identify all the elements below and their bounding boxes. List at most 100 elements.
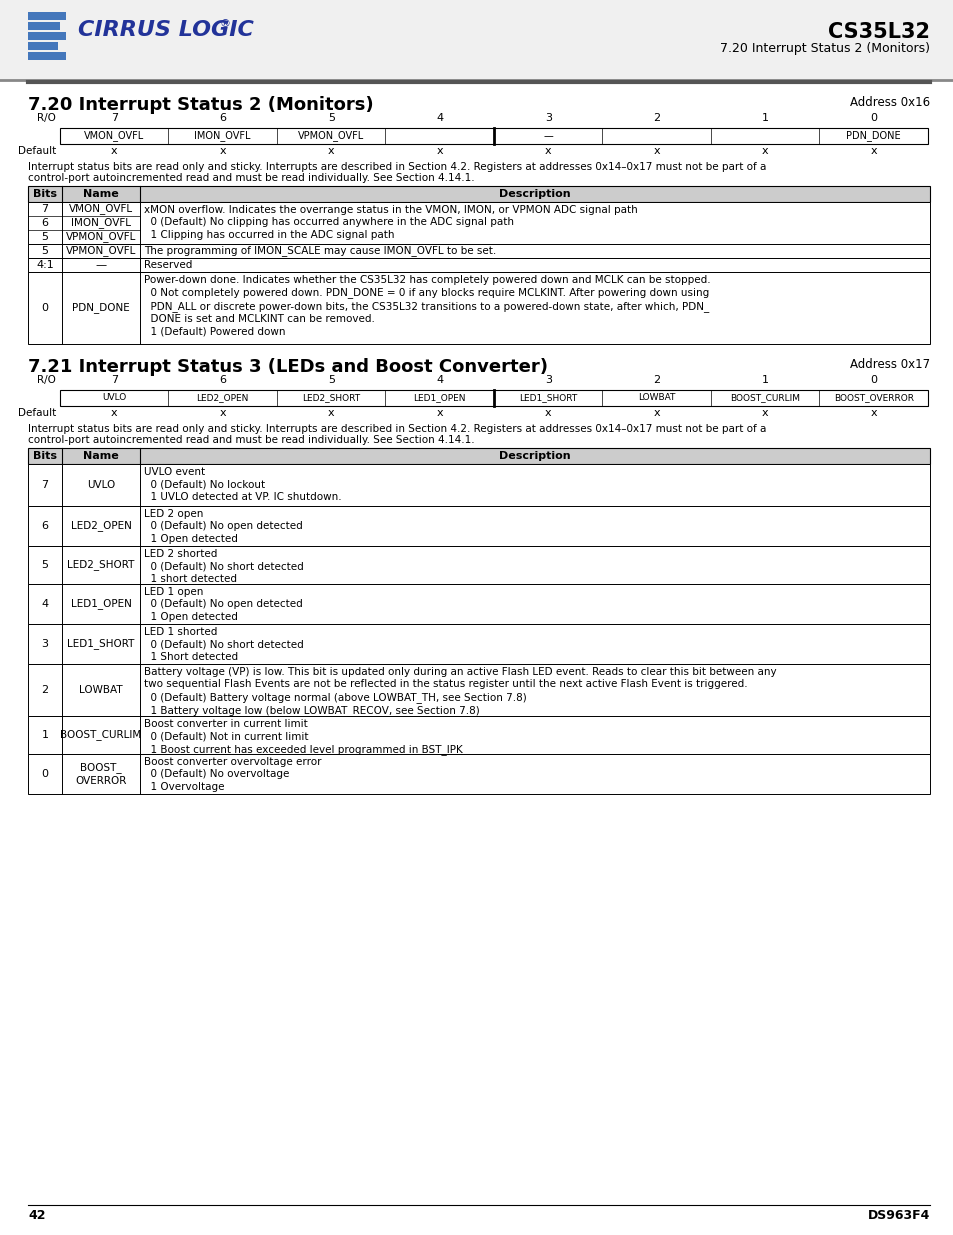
Text: LED2_OPEN: LED2_OPEN bbox=[196, 394, 249, 403]
Text: BOOST_OVERROR: BOOST_OVERROR bbox=[833, 394, 913, 403]
Text: 0: 0 bbox=[869, 112, 877, 124]
Text: Reserved: Reserved bbox=[144, 261, 193, 270]
Text: LED2_SHORT: LED2_SHORT bbox=[302, 394, 360, 403]
Text: LOWBAT: LOWBAT bbox=[79, 685, 123, 695]
Text: 7: 7 bbox=[111, 112, 117, 124]
Bar bbox=[28, 506, 929, 546]
Bar bbox=[28, 546, 929, 584]
Text: LED1_OPEN: LED1_OPEN bbox=[413, 394, 465, 403]
Text: UVLO: UVLO bbox=[87, 480, 115, 490]
Bar bbox=[28, 186, 929, 203]
Text: 4: 4 bbox=[436, 375, 443, 385]
Text: 6: 6 bbox=[219, 375, 226, 385]
Bar bbox=[28, 624, 929, 664]
Text: UVLO event
  0 (Default) No lockout
  1 UVLO detected at VP. IC shutdown.: UVLO event 0 (Default) No lockout 1 UVLO… bbox=[144, 467, 341, 501]
Bar bbox=[28, 755, 929, 794]
Text: 4: 4 bbox=[436, 112, 443, 124]
Bar bbox=[28, 203, 929, 245]
Text: ®: ® bbox=[220, 19, 231, 28]
Text: 0: 0 bbox=[42, 769, 49, 779]
Text: The programming of IMON_SCALE may cause IMON_OVFL to be set.: The programming of IMON_SCALE may cause … bbox=[144, 246, 496, 257]
Bar bbox=[28, 716, 929, 755]
Text: x: x bbox=[219, 146, 226, 156]
Text: control-port autoincremented read and must be read individually. See Section 4.1: control-port autoincremented read and mu… bbox=[28, 173, 475, 183]
Text: VPMON_OVFL: VPMON_OVFL bbox=[66, 246, 136, 257]
Text: 7: 7 bbox=[41, 204, 49, 214]
Text: 7: 7 bbox=[111, 375, 117, 385]
Bar bbox=[60, 390, 927, 406]
Text: VMON_OVFL: VMON_OVFL bbox=[69, 204, 132, 215]
Bar bbox=[60, 128, 927, 144]
Bar bbox=[28, 245, 929, 258]
Text: xMON overflow. Indicates the overrange status in the VMON, IMON, or VPMON ADC si: xMON overflow. Indicates the overrange s… bbox=[144, 205, 638, 240]
Text: Name: Name bbox=[83, 451, 119, 461]
Bar bbox=[28, 464, 929, 506]
Text: x: x bbox=[761, 408, 768, 417]
Text: Bits: Bits bbox=[33, 451, 57, 461]
Text: LED2_SHORT: LED2_SHORT bbox=[68, 559, 134, 571]
Text: Boost converter overvoltage error
  0 (Default) No overvoltage
  1 Overvoltage: Boost converter overvoltage error 0 (Def… bbox=[144, 757, 321, 792]
Bar bbox=[28, 448, 929, 464]
Text: Interrupt status bits are read only and sticky. Interrupts are described in Sect: Interrupt status bits are read only and … bbox=[28, 162, 765, 172]
Text: R/O: R/O bbox=[37, 375, 56, 385]
Text: LED 2 shorted
  0 (Default) No short detected
  1 short detected: LED 2 shorted 0 (Default) No short detec… bbox=[144, 550, 303, 584]
Text: 42: 42 bbox=[28, 1209, 46, 1221]
Text: 3: 3 bbox=[544, 112, 551, 124]
Text: —: — bbox=[543, 131, 553, 141]
Text: x: x bbox=[111, 408, 117, 417]
Text: 5: 5 bbox=[42, 559, 49, 571]
Text: Default: Default bbox=[18, 146, 56, 156]
Text: Power-down done. Indicates whether the CS35L32 has completely powered down and M: Power-down done. Indicates whether the C… bbox=[144, 275, 710, 336]
Text: Default: Default bbox=[18, 408, 56, 417]
Text: Description: Description bbox=[498, 189, 570, 199]
Text: Name: Name bbox=[83, 189, 119, 199]
Text: CIRRUS LOGIC: CIRRUS LOGIC bbox=[78, 20, 253, 40]
Text: x: x bbox=[544, 146, 551, 156]
Text: 4: 4 bbox=[41, 599, 49, 609]
Text: 1: 1 bbox=[42, 730, 49, 740]
Text: LED1_SHORT: LED1_SHORT bbox=[518, 394, 577, 403]
Text: PDN_DONE: PDN_DONE bbox=[72, 303, 130, 314]
Text: LED 1 open
  0 (Default) No open detected
  1 Open detected: LED 1 open 0 (Default) No open detected … bbox=[144, 587, 302, 621]
Text: 7.20 Interrupt Status 2 (Monitors): 7.20 Interrupt Status 2 (Monitors) bbox=[720, 42, 929, 56]
Text: CS35L32: CS35L32 bbox=[827, 22, 929, 42]
Text: 1: 1 bbox=[760, 112, 768, 124]
Bar bbox=[28, 258, 929, 272]
Text: 7: 7 bbox=[41, 480, 49, 490]
Text: —: — bbox=[95, 261, 107, 270]
Text: LED 1 shorted
  0 (Default) No short detected
  1 Short detected: LED 1 shorted 0 (Default) No short detec… bbox=[144, 627, 303, 662]
Text: BOOST_
OVERROR: BOOST_ OVERROR bbox=[75, 762, 127, 785]
Text: x: x bbox=[111, 146, 117, 156]
Bar bbox=[28, 32, 66, 40]
Text: Boost converter in current limit
  0 (Default) Not in current limit
  1 Boost cu: Boost converter in current limit 0 (Defa… bbox=[144, 719, 462, 755]
Text: 6: 6 bbox=[42, 521, 49, 531]
Text: x: x bbox=[328, 146, 335, 156]
Text: VPMON_OVFL: VPMON_OVFL bbox=[66, 231, 136, 242]
Text: 6: 6 bbox=[42, 219, 49, 228]
Text: IMON_OVFL: IMON_OVFL bbox=[71, 217, 131, 228]
Text: 2: 2 bbox=[653, 375, 659, 385]
Text: 5: 5 bbox=[328, 112, 335, 124]
Text: 5: 5 bbox=[328, 375, 335, 385]
Text: Description: Description bbox=[498, 451, 570, 461]
Text: control-port autoincremented read and must be read individually. See Section 4.1: control-port autoincremented read and mu… bbox=[28, 435, 475, 445]
Text: x: x bbox=[761, 146, 768, 156]
Bar bbox=[28, 12, 66, 20]
Text: 7.21 Interrupt Status 3 (LEDs and Boost Converter): 7.21 Interrupt Status 3 (LEDs and Boost … bbox=[28, 358, 547, 375]
Text: x: x bbox=[436, 408, 442, 417]
Text: x: x bbox=[869, 408, 876, 417]
Text: VMON_OVFL: VMON_OVFL bbox=[84, 131, 144, 142]
Text: BOOST_CURLIM: BOOST_CURLIM bbox=[729, 394, 800, 403]
Text: LED1_OPEN: LED1_OPEN bbox=[71, 599, 132, 609]
Text: x: x bbox=[869, 146, 876, 156]
Bar bbox=[28, 52, 66, 61]
Text: Bits: Bits bbox=[33, 189, 57, 199]
Text: 4:1: 4:1 bbox=[36, 261, 53, 270]
Text: Battery voltage (VP) is low. This bit is updated only during an active Flash LED: Battery voltage (VP) is low. This bit is… bbox=[144, 667, 776, 716]
Text: PDN_DONE: PDN_DONE bbox=[845, 131, 901, 142]
Text: R/O: R/O bbox=[37, 112, 56, 124]
Text: x: x bbox=[436, 146, 442, 156]
Text: x: x bbox=[544, 408, 551, 417]
Bar bbox=[28, 42, 58, 49]
Text: Interrupt status bits are read only and sticky. Interrupts are described in Sect: Interrupt status bits are read only and … bbox=[28, 424, 765, 433]
